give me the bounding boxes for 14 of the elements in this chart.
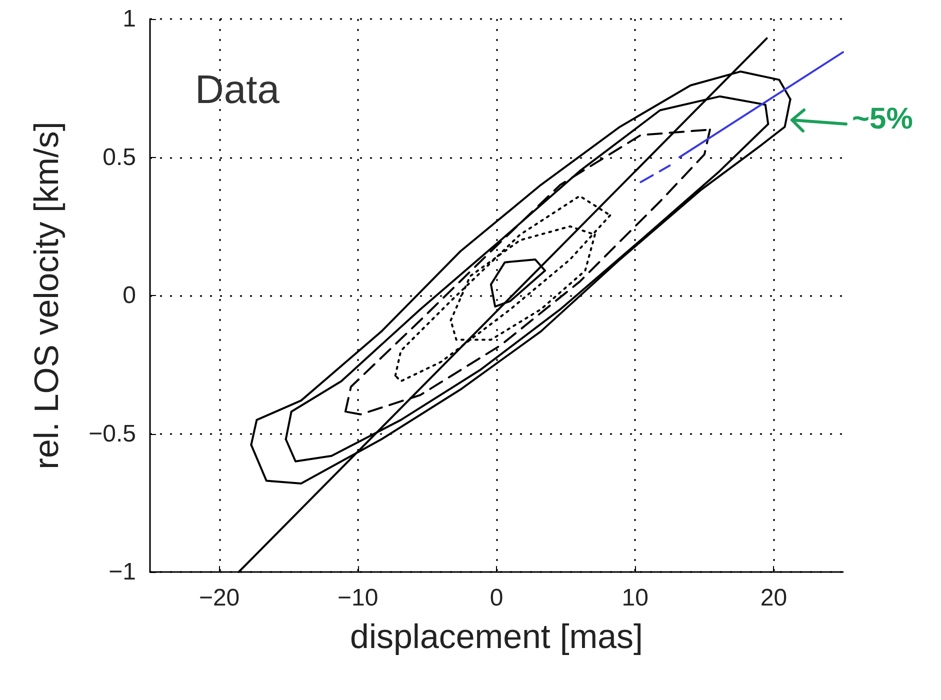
- y-tick-label: 1: [122, 6, 136, 32]
- x-tick-label: 20: [760, 584, 788, 612]
- y-axis-title: rel. LOS velocity [km/s]: [28, 122, 66, 470]
- x-tick-label: 10: [622, 584, 648, 612]
- text: ~5%: [852, 102, 913, 136]
- y-tick-label: −1: [108, 558, 136, 586]
- x-tick-label: 0: [490, 584, 504, 612]
- x-axis-title: displacement [mas]: [350, 618, 643, 656]
- annotation: Data: [195, 68, 280, 112]
- y-tick-label: 0: [122, 282, 136, 309]
- x-tick-label: −10: [338, 584, 378, 612]
- y-tick-label: 0.5: [102, 144, 136, 171]
- y-tick-label: −0.5: [88, 420, 136, 448]
- x-tick-label: −20: [198, 584, 240, 612]
